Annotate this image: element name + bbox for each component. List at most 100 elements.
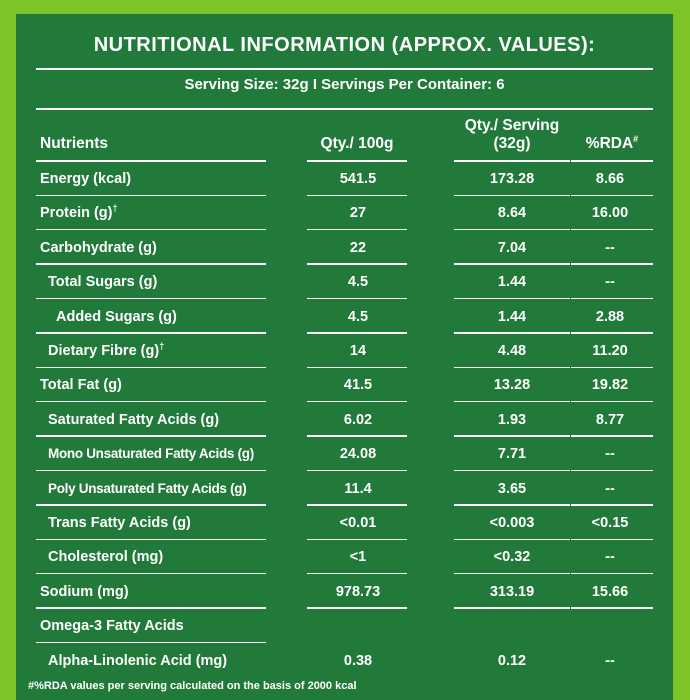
qty-100g-value: 11.4	[344, 480, 372, 497]
nutrition-panel: NUTRITIONAL INFORMATION (APPROX. VALUES)…	[16, 14, 673, 700]
table-row: Mono Unsaturated Fatty Acids (g) 24.08 7.7…	[16, 437, 673, 472]
serving-info: Serving Size: 32g I Servings Per Contain…	[184, 76, 505, 93]
nutrient-name: Dietary Fibre (g)†	[48, 334, 164, 368]
header-rda: %RDA#	[571, 134, 653, 153]
table-row: Total Fat (g) 41.5 13.28 19.82	[16, 368, 673, 403]
row-underline	[307, 263, 407, 265]
qty-serving-value: 3.65	[497, 480, 527, 497]
nutrient-name: Sodium (mg)	[40, 575, 129, 609]
qty-100g-value: 24.08	[339, 446, 377, 463]
row-underline	[454, 538, 570, 540]
qty-100g-value: 22	[349, 239, 367, 256]
row-underline	[454, 297, 570, 300]
header-underline	[454, 160, 570, 162]
qty-serving-value: 7.71	[497, 446, 527, 463]
row-underline	[454, 194, 570, 196]
qty-100g-value: 14	[349, 343, 367, 359]
qty-serving-value: 1.44	[497, 274, 527, 291]
qty-serving-value: 7.04	[497, 239, 527, 256]
table-row: Energy (kcal) 541.5 173.28 8.66	[16, 162, 673, 196]
table-row: Sodium (mg) 978.73 313.19 15.66	[16, 575, 673, 609]
nutrient-name-text: Cholesterol (mg)	[48, 549, 164, 566]
row-underline	[454, 469, 570, 472]
row-underline	[36, 572, 266, 575]
qty-100g-value: 541.5	[339, 171, 377, 187]
qty-100g-value: <1	[349, 549, 367, 566]
nutrient-name-text: Alpha-Linolenic Acid (mg)	[48, 652, 228, 669]
row-underline	[571, 504, 653, 506]
dagger-mark: †	[159, 341, 165, 352]
qty-serving-value: 1.93	[497, 411, 527, 428]
rda-value: 11.20	[592, 343, 628, 359]
nutrient-name-text: Saturated Fatty Acids (g)	[48, 411, 220, 428]
table-row: Omega-3 Fatty Acids	[16, 609, 673, 644]
row-underline	[571, 366, 653, 368]
nutrient-name: Poly Unsaturated Fatty Acids (g)	[48, 472, 247, 506]
rda-value: --	[605, 549, 615, 566]
qty-serving-value: 13.28	[493, 377, 531, 394]
nutrient-name: Omega-3 Fatty Acids	[40, 609, 184, 643]
row-underline	[36, 400, 266, 403]
nutrient-name: Trans Fatty Acids (g)	[48, 506, 191, 540]
row-underline	[454, 400, 570, 403]
row-underline	[36, 366, 266, 368]
row-underline	[454, 435, 570, 437]
qty-100g-value: 4.5	[347, 308, 369, 325]
nutrient-name: Added Sugars (g)	[56, 300, 177, 334]
nutrient-name: Total Sugars (g)	[48, 265, 157, 299]
row-underline	[571, 228, 653, 231]
qty-serving-value: 8.64	[497, 205, 527, 222]
nutrient-name-text: Added Sugars (g)	[56, 308, 177, 325]
row-underline	[36, 332, 266, 334]
qty-serving-value: 4.48	[497, 343, 527, 359]
row-underline	[307, 435, 407, 437]
row-underline	[36, 538, 266, 540]
row-underline	[454, 332, 570, 334]
footnote: #%RDA values per serving calculated on t…	[28, 680, 357, 692]
nutrient-name: Energy (kcal)	[40, 162, 131, 196]
row-underline	[454, 263, 570, 265]
table-row: Protein (g)† 27 8.64 16.00	[16, 196, 673, 231]
row-underline	[571, 469, 653, 472]
row-underline	[307, 400, 407, 403]
qty-100g-value	[318, 609, 398, 643]
table-row: Dietary Fibre (g)† 14 4.48 11.20	[16, 334, 673, 368]
nutrient-name: Alpha-Linolenic Acid (mg)	[48, 644, 227, 678]
row-underline	[571, 607, 653, 609]
qty-serving-value: 1.44	[497, 308, 527, 325]
nutrient-name: Saturated Fatty Acids (g)	[48, 403, 219, 437]
qty-100g-value: 27	[349, 205, 367, 222]
rda-value: --	[605, 239, 615, 256]
qty-serving-value	[454, 609, 570, 643]
row-underline	[571, 332, 653, 334]
header-qty-100g: Qty./ 100g	[320, 135, 394, 152]
rda-value: 16.00	[591, 205, 629, 222]
row-underline	[307, 607, 407, 609]
rda-value	[570, 609, 650, 643]
row-underline	[307, 538, 407, 540]
table-row: Saturated Fatty Acids (g) 6.02 1.93 8.77	[16, 403, 673, 437]
qty-100g-value: 41.5	[343, 377, 373, 394]
row-underline	[571, 194, 653, 196]
qty-100g-value: <0.01	[339, 515, 377, 531]
row-underline	[36, 297, 266, 300]
qty-serving-value: 313.19	[489, 583, 535, 600]
rda-value: --	[605, 652, 615, 669]
header-qty-serving: Qty./ Serving (32g)	[448, 117, 576, 153]
row-underline	[307, 469, 407, 472]
row-underline	[571, 400, 653, 403]
row-underline	[307, 332, 407, 334]
row-underline	[36, 194, 266, 196]
row-underline	[36, 435, 266, 437]
divider-top	[36, 68, 653, 70]
row-underline	[36, 469, 266, 472]
row-underline	[571, 572, 653, 575]
nutrient-name-text: Total Fat (g)	[40, 377, 122, 394]
row-underline	[571, 538, 653, 540]
rda-value: 8.66	[595, 171, 625, 187]
qty-100g-value: 0.38	[343, 652, 373, 669]
qty-serving-value: 0.12	[497, 652, 527, 669]
row-underline	[307, 572, 407, 575]
nutrient-name-text: Poly Unsaturated Fatty Acids (g)	[48, 480, 247, 496]
row-underline	[571, 435, 653, 437]
